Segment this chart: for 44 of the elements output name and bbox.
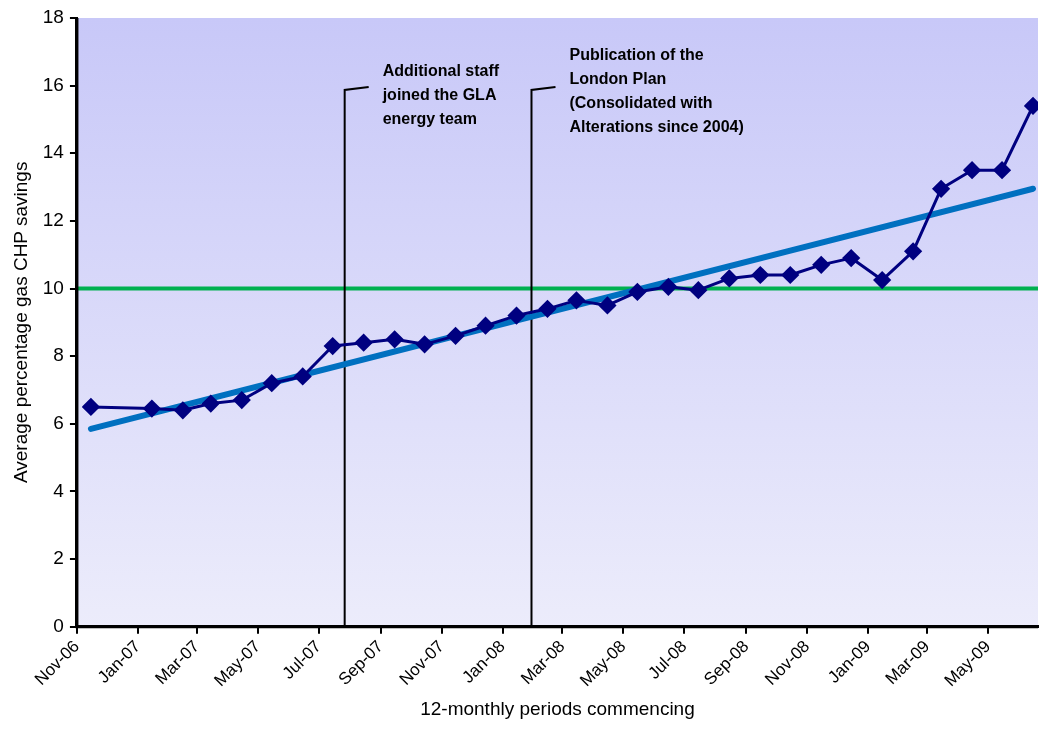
point — [781, 266, 799, 284]
point — [751, 266, 769, 284]
point — [355, 334, 373, 352]
y-tick-label: 14 — [42, 141, 65, 163]
ref-line-label: Additional staff joined the GLA energy team — [381, 62, 500, 127]
point — [324, 337, 342, 355]
point — [842, 249, 860, 267]
y-tick-label: 4 — [53, 479, 65, 501]
y-axis-title: Average percentage gas CHP savings — [9, 161, 31, 484]
point — [932, 180, 950, 198]
point — [720, 269, 738, 287]
point — [477, 317, 495, 335]
y-tick-label: 8 — [53, 344, 64, 366]
point — [233, 391, 251, 409]
point — [873, 271, 891, 289]
point — [416, 335, 434, 353]
point — [904, 242, 922, 260]
point — [993, 161, 1011, 179]
y-tick-label: 10 — [42, 276, 64, 298]
point — [538, 300, 556, 318]
y-tick-label: 6 — [53, 412, 64, 434]
x-axis-title: 12-monthly periods commencing — [420, 697, 695, 719]
point — [689, 281, 707, 299]
point — [508, 307, 526, 325]
point — [143, 400, 161, 418]
point — [386, 330, 404, 348]
y-tick-label: 18 — [42, 6, 64, 28]
point — [812, 256, 830, 274]
point — [628, 283, 646, 301]
point — [174, 401, 192, 419]
point — [447, 327, 465, 345]
point — [202, 395, 220, 413]
y-tick-label: 12 — [42, 209, 64, 231]
point — [659, 278, 677, 296]
ref-line-label: Publication of the London Plan (Consolidated with Alterations since 2004) — [569, 46, 744, 135]
y-tick-label: 0 — [53, 614, 64, 636]
y-tick-label: 16 — [42, 73, 64, 95]
point — [294, 367, 312, 385]
point — [963, 161, 981, 179]
point — [263, 374, 281, 392]
point — [598, 296, 616, 314]
point — [567, 291, 585, 309]
point — [82, 398, 100, 416]
y-tick-label: 2 — [53, 547, 64, 569]
